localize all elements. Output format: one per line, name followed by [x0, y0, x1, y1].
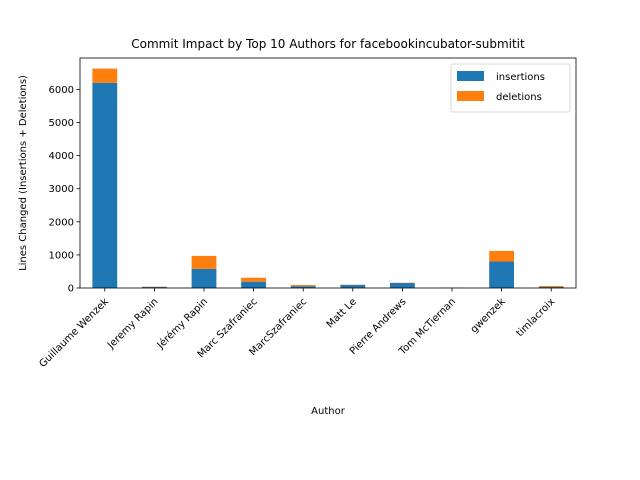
y-tick-label: 2000 [49, 217, 74, 228]
y-tick-label: 5000 [49, 118, 74, 129]
x-tick-label: Jérémy Rapin [154, 296, 210, 352]
bar-insertions-2 [191, 268, 217, 288]
bar-deletions-3 [241, 277, 266, 282]
bar-insertions-0 [92, 82, 118, 288]
bar-insertions-4 [290, 286, 316, 288]
x-tick-label: gwenzek [469, 296, 508, 335]
legend-swatch-insertions [457, 71, 484, 81]
legend-label-deletions: deletions [496, 92, 542, 103]
chart-title: Commit Impact by Top 10 Authors for face… [131, 37, 525, 51]
bar-insertions-8 [489, 261, 514, 288]
bar-insertions-5 [340, 285, 366, 288]
bars [92, 68, 564, 288]
x-axis-label: Author [311, 406, 346, 417]
y-tick-label: 6000 [49, 85, 74, 96]
bar-deletions-2 [191, 255, 217, 269]
bar-insertions-9 [538, 287, 564, 288]
bar-deletions-8 [489, 250, 514, 262]
x-tick-label: timlacroix [514, 296, 557, 339]
x-tick-label: Matt Le [325, 296, 359, 330]
bar-deletions-4 [290, 285, 316, 287]
x-tick-label: Guillaume Wenzek [37, 296, 111, 370]
bar-insertions-6 [390, 283, 415, 288]
plot-frame [79, 57, 577, 289]
bar-insertions-1 [142, 287, 167, 288]
bar-deletions-9 [538, 286, 564, 288]
legend-swatch-deletions [457, 91, 484, 101]
legend: insertions deletions [450, 63, 571, 113]
bar-insertions-3 [241, 281, 266, 288]
bar-deletions-0 [92, 68, 118, 83]
x-tick-label: Jeremy Rapin [105, 296, 160, 351]
legend-label-insertions: insertions [496, 72, 545, 83]
y-tick-label: 1000 [49, 250, 74, 261]
y-tick-label: 0 [68, 284, 74, 295]
y-axis: 0 1000 2000 3000 4000 5000 6000 [49, 85, 80, 295]
y-tick-label: 4000 [49, 151, 74, 162]
y-tick-label: 3000 [49, 184, 74, 195]
y-axis-label: Lines Changed (Insertions + Deletions) [18, 75, 29, 271]
